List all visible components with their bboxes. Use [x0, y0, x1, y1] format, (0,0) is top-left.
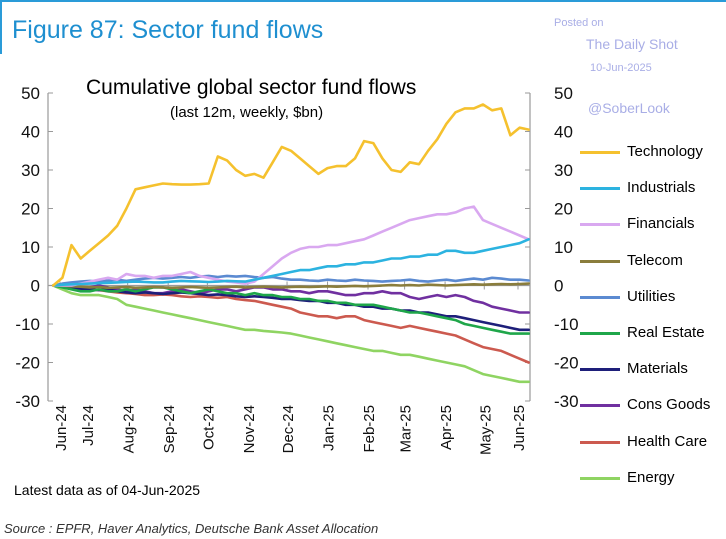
legend-swatch: [580, 476, 620, 480]
right-y-tick-label: -20: [554, 354, 579, 373]
x-tick-label: Aug-24: [121, 405, 138, 453]
left-y-tick-label: -10: [15, 315, 40, 334]
x-tick-label: Jun-24: [53, 405, 70, 451]
left-y-tick-label: -30: [15, 392, 40, 411]
legend-swatch: [580, 440, 620, 444]
watermark-handle: @SoberLook: [588, 100, 670, 116]
x-tick-label: Jan-25: [321, 405, 338, 451]
legend-item-telecom: Telecom: [580, 251, 726, 271]
right-y-tick-label: 30: [554, 161, 573, 180]
x-tick-label: Feb-25: [361, 405, 378, 453]
left-y-tick-label: -20: [15, 354, 40, 373]
series-line-energy: [51, 284, 531, 384]
legend-swatch: [580, 295, 620, 299]
legend-label: Materials: [627, 360, 688, 378]
series-line-utilities: [51, 274, 531, 287]
legend-label: Industrials: [627, 179, 696, 197]
legend-item-energy: Energy: [580, 468, 726, 488]
x-tick-label: Jun-25: [511, 405, 528, 451]
left-y-tick-label: 40: [21, 123, 40, 142]
watermark-date: 10-Jun-2025: [590, 62, 652, 74]
legend-swatch: [580, 332, 620, 335]
x-tick-label: Oct-24: [200, 405, 217, 450]
right-y-tick-label: -30: [554, 392, 579, 411]
series-line-industrials: [51, 238, 531, 287]
x-tick-label: May-25: [477, 405, 494, 455]
x-tick-label: Mar-25: [398, 405, 415, 453]
legend-swatch: [580, 187, 620, 191]
chart-subtitle: (last 12m, weekly, $bn): [170, 104, 324, 121]
legend-label: Cons Goods: [627, 396, 711, 414]
legend-item-financials: Financials: [580, 214, 726, 234]
legend-swatch: [580, 404, 620, 408]
source-note: Source : EPFR, Haver Analytics, Deutsche…: [4, 521, 379, 536]
legend-item-cons-goods: Cons Goods: [580, 395, 726, 415]
right-y-tick-label: 0: [554, 277, 563, 296]
left-y-tick-label: 10: [21, 238, 40, 257]
legend-label: Utilities: [627, 287, 676, 305]
legend-item-industrials: Industrials: [580, 178, 726, 198]
legend-label: Real Estate: [627, 324, 705, 341]
watermark-posted: Posted on: [554, 17, 604, 29]
legend-item-technology: Technology: [580, 142, 726, 162]
x-tick-label: Dec-24: [280, 405, 297, 453]
right-y-tick-label: 40: [554, 123, 573, 142]
x-tick-label: Apr-25: [438, 405, 455, 450]
legend-label: Financials: [627, 215, 695, 233]
legend-label: Health Care: [627, 432, 708, 450]
left-y-tick-label: 20: [21, 200, 40, 219]
left-y-tick-label: 30: [21, 161, 40, 180]
left-y-tick-label: 0: [31, 277, 40, 296]
right-y-tick-label: -10: [554, 315, 579, 334]
x-tick-label: Nov-24: [241, 405, 258, 453]
legend-label: Telecom: [627, 251, 683, 269]
figure-header: [0, 0, 726, 54]
chart-title: Cumulative global sector fund flows: [86, 76, 417, 99]
legend-label: Energy: [627, 468, 675, 486]
right-y-tick-label: 10: [554, 238, 573, 257]
series-line-telecom: [51, 282, 531, 290]
legend-label: Technology: [627, 143, 703, 160]
series-line-financials: [51, 205, 531, 287]
legend-item-real-estate: Real Estate: [580, 323, 726, 343]
latest-data-note: Latest data as of 04-Jun-2025: [14, 482, 201, 498]
legend-item-utilities: Utilities: [580, 287, 726, 307]
series-line-technology: [51, 103, 531, 287]
legend-swatch: [580, 368, 620, 372]
right-y-tick-label: 50: [554, 84, 573, 103]
watermark-site: The Daily Shot: [586, 36, 678, 52]
series-line-real-estate: [51, 284, 531, 335]
legend-item-health-care: Health Care: [580, 432, 726, 452]
legend-swatch: [580, 151, 620, 154]
series-line-materials: [51, 284, 531, 332]
figure-title: Figure 87: Sector fund flows: [12, 16, 324, 44]
left-y-tick-label: 50: [21, 84, 40, 103]
legend-swatch: [580, 259, 620, 263]
x-tick-label: Jul-24: [80, 405, 97, 446]
right-y-tick-label: 20: [554, 200, 573, 219]
x-tick-label: Sep-24: [161, 405, 178, 453]
legend-swatch: [580, 223, 620, 227]
legend-item-materials: Materials: [580, 359, 726, 379]
